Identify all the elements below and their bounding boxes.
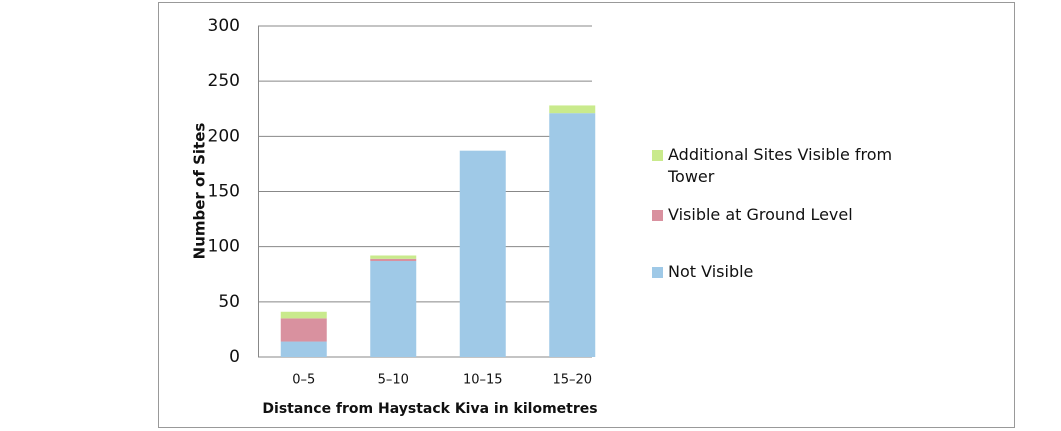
x-tick-label: 10–15 — [463, 373, 503, 388]
legend-label: Visible at Ground Level — [668, 205, 853, 224]
bar-segment — [459, 150, 506, 357]
bar-segment — [280, 318, 327, 342]
legend-entry: Not Visible — [652, 261, 902, 283]
x-tick-label: 5–10 — [378, 373, 409, 388]
legend-entry: Additional Sites Visible from Tower — [652, 144, 902, 188]
y-tick-label: 200 — [208, 126, 240, 146]
x-axis-title: Distance from Haystack Kiva in kilometre… — [262, 401, 597, 417]
bar-segment — [370, 258, 417, 262]
y-tick-label: 100 — [208, 237, 240, 257]
y-tick-label: 0 — [229, 347, 240, 367]
y-tick-label: 50 — [218, 292, 240, 312]
bar-segment — [549, 105, 596, 114]
bar-segment — [280, 311, 327, 319]
y-tick-label: 300 — [208, 16, 240, 36]
legend-label: Not Visible — [668, 262, 754, 281]
legend-swatch — [652, 210, 663, 221]
bar-segment — [370, 255, 417, 259]
legend-swatch — [652, 150, 663, 161]
legend-swatch — [652, 267, 663, 278]
bar-segment — [280, 341, 327, 357]
x-tick-label: 15–20 — [552, 373, 592, 388]
x-tick-label: 0–5 — [292, 373, 315, 388]
legend-entry: Visible at Ground Level — [652, 204, 902, 226]
bar-segment — [370, 261, 417, 357]
y-axis-title: Number of Sites — [191, 123, 209, 260]
y-tick-label: 150 — [208, 182, 240, 202]
legend-label: Additional Sites Visible from Tower — [668, 145, 893, 186]
y-tick-label: 250 — [208, 71, 240, 91]
chart-border — [158, 2, 1015, 428]
bar-segment — [549, 113, 596, 357]
